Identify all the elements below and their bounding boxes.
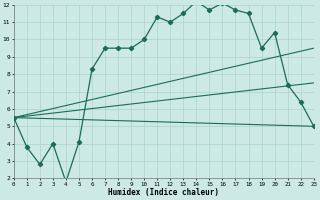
X-axis label: Humidex (Indice chaleur): Humidex (Indice chaleur): [108, 188, 219, 197]
